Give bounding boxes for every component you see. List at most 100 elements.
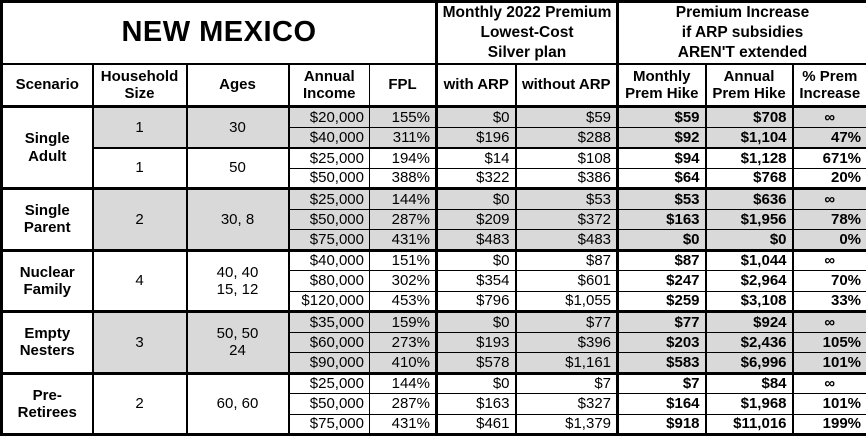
annual-income-cell: $90,000: [289, 353, 370, 374]
annual-prem-hike-cell: $924: [706, 312, 793, 333]
pct-prem-increase-cell: 105%: [793, 332, 866, 353]
annual-prem-hike-cell: $1,104: [706, 127, 793, 148]
monthly-prem-hike-cell: $87: [618, 250, 706, 271]
annual-income-cell: $75,000: [289, 414, 370, 435]
fpl-cell: 311%: [370, 127, 437, 148]
fpl-cell: 388%: [370, 168, 437, 189]
monthly-prem-hike-cell: $53: [618, 189, 706, 210]
fpl-cell: 431%: [370, 230, 437, 251]
household-size-cell: 2: [93, 373, 187, 435]
pct-prem-increase-cell: ∞: [793, 189, 866, 210]
annual-prem-hike-cell: $3,108: [706, 291, 793, 312]
with-arp-premium-cell: $0: [437, 189, 516, 210]
annual-income-cell: $120,000: [289, 291, 370, 312]
monthly-prem-hike-cell: $77: [618, 312, 706, 333]
annual-income-cell: $35,000: [289, 312, 370, 333]
annual-income-cell: $50,000: [289, 394, 370, 415]
monthly-prem-hike-cell: $92: [618, 127, 706, 148]
annual-prem-hike-cell: $2,436: [706, 332, 793, 353]
fpl-cell: 155%: [370, 107, 437, 128]
household-size-cell: 4: [93, 250, 187, 312]
without-arp-premium-cell: $386: [516, 168, 618, 189]
ages-cell: 30: [187, 107, 289, 148]
pct-prem-increase-cell: 78%: [793, 209, 866, 230]
column-header-annual-income: Annual Income: [289, 64, 370, 107]
annual-prem-hike-cell: $1,968: [706, 394, 793, 415]
without-arp-premium-cell: $1,055: [516, 291, 618, 312]
with-arp-premium-cell: $196: [437, 127, 516, 148]
annual-prem-hike-cell: $768: [706, 168, 793, 189]
pct-prem-increase-cell: 33%: [793, 291, 866, 312]
household-size-cell: 1: [93, 148, 187, 189]
with-arp-premium-cell: $0: [437, 312, 516, 333]
annual-income-cell: $50,000: [289, 168, 370, 189]
with-arp-premium-cell: $0: [437, 107, 516, 128]
annual-income-cell: $20,000: [289, 107, 370, 128]
without-arp-premium-cell: $77: [516, 312, 618, 333]
scenario-cell: Single Parent: [2, 189, 93, 251]
monthly-prem-hike-cell: $94: [618, 148, 706, 169]
monthly-prem-hike-cell: $918: [618, 414, 706, 435]
household-size-cell: 2: [93, 189, 187, 251]
fpl-cell: 144%: [370, 189, 437, 210]
column-header-without-arp: without ARP: [516, 64, 618, 107]
ages-cell: 50, 50 24: [187, 312, 289, 374]
annual-income-cell: $25,000: [289, 373, 370, 394]
monthly-prem-hike-cell: $0: [618, 230, 706, 251]
fpl-cell: 410%: [370, 353, 437, 374]
annual-income-cell: $50,000: [289, 209, 370, 230]
annual-prem-hike-cell: $11,016: [706, 414, 793, 435]
with-arp-premium-cell: $0: [437, 250, 516, 271]
pct-prem-increase-cell: 671%: [793, 148, 866, 169]
annual-income-cell: $25,000: [289, 148, 370, 169]
column-header-with-arp: with ARP: [437, 64, 516, 107]
annual-prem-hike-cell: $2,964: [706, 271, 793, 292]
without-arp-premium-cell: $372: [516, 209, 618, 230]
without-arp-premium-cell: $288: [516, 127, 618, 148]
without-arp-premium-cell: $601: [516, 271, 618, 292]
without-arp-premium-cell: $1,161: [516, 353, 618, 374]
annual-prem-hike-cell: $0: [706, 230, 793, 251]
state-title: NEW MEXICO: [2, 2, 437, 64]
annual-prem-hike-cell: $636: [706, 189, 793, 210]
without-arp-premium-cell: $7: [516, 373, 618, 394]
column-header-scenario: Scenario: [2, 64, 93, 107]
pct-prem-increase-cell: ∞: [793, 312, 866, 333]
ages-cell: 40, 40 15, 12: [187, 250, 289, 312]
monthly-prem-hike-cell: $203: [618, 332, 706, 353]
with-arp-premium-cell: $209: [437, 209, 516, 230]
annual-income-cell: $40,000: [289, 127, 370, 148]
pct-prem-increase-cell: 47%: [793, 127, 866, 148]
annual-income-cell: $75,000: [289, 230, 370, 251]
column-header-household-size: Household Size: [93, 64, 187, 107]
with-arp-premium-cell: $193: [437, 332, 516, 353]
fpl-cell: 287%: [370, 209, 437, 230]
fpl-cell: 144%: [370, 373, 437, 394]
annual-prem-hike-cell: $6,996: [706, 353, 793, 374]
pct-prem-increase-cell: 101%: [793, 394, 866, 415]
annual-prem-hike-cell: $1,128: [706, 148, 793, 169]
ages-cell: 30, 8: [187, 189, 289, 251]
column-header-ages: Ages: [187, 64, 289, 107]
annual-prem-hike-cell: $708: [706, 107, 793, 128]
with-arp-premium-cell: $322: [437, 168, 516, 189]
without-arp-premium-cell: $53: [516, 189, 618, 210]
scenario-cell: Pre- Retirees: [2, 373, 93, 435]
annual-income-cell: $60,000: [289, 332, 370, 353]
pct-prem-increase-cell: 101%: [793, 353, 866, 374]
pct-prem-increase-cell: 199%: [793, 414, 866, 435]
pct-prem-increase-cell: 0%: [793, 230, 866, 251]
household-size-cell: 1: [93, 107, 187, 148]
premium-group-header: Monthly 2022 Premium Lowest-Cost Silver …: [437, 2, 618, 64]
annual-income-cell: $25,000: [289, 189, 370, 210]
increase-group-header: Premium Increase if ARP subsidies AREN'T…: [618, 2, 866, 64]
with-arp-premium-cell: $796: [437, 291, 516, 312]
ages-cell: 60, 60: [187, 373, 289, 435]
annual-prem-hike-cell: $1,956: [706, 209, 793, 230]
monthly-prem-hike-cell: $583: [618, 353, 706, 374]
